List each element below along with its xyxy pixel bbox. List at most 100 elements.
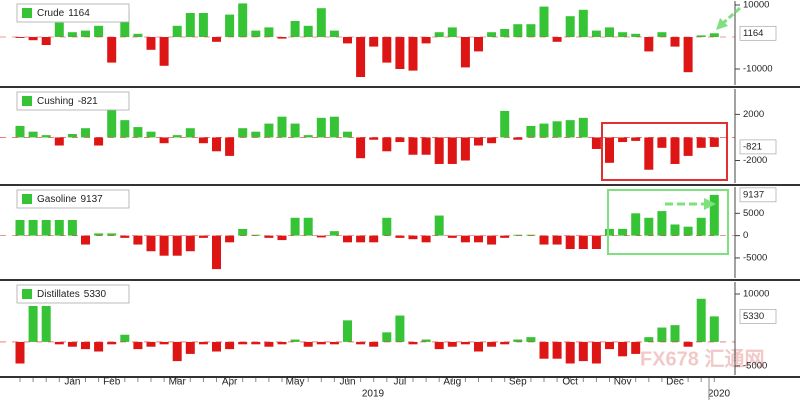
legend-value: 5330 — [84, 289, 107, 300]
bar — [238, 3, 248, 37]
bar — [329, 116, 339, 138]
bar — [212, 235, 221, 270]
bar — [631, 33, 641, 37]
last-value-box — [739, 309, 777, 324]
bar — [54, 137, 64, 146]
bar — [513, 24, 523, 37]
bar — [447, 341, 457, 347]
bar — [329, 231, 339, 236]
bar — [644, 37, 654, 52]
bar — [159, 341, 169, 345]
legend-box — [16, 91, 130, 111]
bar — [709, 194, 719, 236]
bar — [159, 235, 169, 256]
bar — [290, 21, 300, 37]
bar — [369, 37, 379, 47]
x-tick-label: Oct — [562, 377, 578, 388]
bar — [434, 32, 444, 37]
bar — [120, 11, 130, 37]
x-tick-label: May — [286, 377, 305, 388]
bar — [81, 128, 90, 138]
bar — [356, 37, 366, 77]
bar — [225, 14, 235, 38]
bar — [329, 30, 339, 37]
bar — [212, 341, 221, 352]
bar — [146, 341, 156, 347]
bar — [657, 211, 667, 236]
bar — [28, 131, 38, 138]
bar — [198, 235, 208, 238]
bar — [290, 123, 300, 138]
bar — [696, 35, 706, 37]
bar — [644, 137, 654, 170]
legend: Gasoline 9137 — [16, 189, 130, 209]
bar — [447, 235, 457, 238]
bar — [251, 234, 261, 236]
bar — [172, 135, 182, 138]
bar — [526, 234, 536, 236]
bar — [591, 341, 601, 364]
bar — [382, 37, 392, 63]
bar — [251, 30, 261, 37]
bar — [146, 131, 156, 138]
bar — [81, 30, 90, 37]
bar — [657, 32, 667, 37]
bar — [434, 137, 444, 164]
bar — [618, 228, 628, 236]
bar — [421, 339, 431, 342]
bar — [41, 135, 51, 138]
bar — [578, 117, 588, 138]
last-value-box — [739, 187, 777, 203]
x-year-label: 2020 — [708, 389, 731, 400]
legend-box — [16, 284, 130, 304]
bar — [631, 341, 641, 354]
arrow-head — [704, 198, 716, 210]
x-tick-label: Mar — [169, 377, 187, 388]
last-value-box — [739, 139, 777, 155]
legend-name: Cushing — [37, 96, 74, 107]
bar — [421, 37, 431, 44]
legend: Distillates 5330 — [16, 284, 130, 304]
bar — [591, 30, 601, 37]
x-year-label: 2019 — [362, 389, 385, 400]
bar — [54, 341, 64, 345]
bar — [225, 235, 235, 243]
bar — [185, 128, 195, 138]
bar — [565, 235, 575, 250]
bar — [670, 37, 680, 47]
bar — [303, 341, 313, 347]
bar — [395, 137, 405, 143]
arrow — [721, 6, 741, 26]
bar — [67, 220, 77, 236]
bar — [539, 123, 549, 138]
x-tick-label: Aug — [443, 377, 461, 388]
bar — [15, 220, 25, 236]
bar — [605, 228, 614, 236]
bar — [41, 220, 51, 236]
bar — [408, 137, 418, 155]
legend-swatch — [22, 96, 32, 106]
bar — [41, 305, 51, 342]
bar — [303, 25, 313, 37]
bar — [316, 117, 326, 138]
last-value-label: 5330 — [743, 311, 764, 322]
bar — [329, 341, 339, 345]
bar — [605, 341, 614, 350]
y-tick-label: -2000 — [743, 155, 767, 166]
bar — [670, 224, 680, 236]
legend-value: 1164 — [68, 8, 90, 19]
bar — [133, 235, 143, 245]
bar — [133, 33, 143, 37]
bar — [343, 37, 352, 44]
legend-name: Crude — [37, 8, 65, 19]
legend-swatch — [22, 194, 32, 204]
bar — [683, 226, 693, 236]
bar — [225, 137, 235, 156]
bar — [683, 341, 693, 347]
bar — [277, 116, 287, 138]
bar — [605, 137, 614, 163]
bar — [94, 137, 104, 146]
bar — [500, 29, 510, 37]
watermark: FX678 汇通网 — [640, 347, 764, 370]
bar — [107, 98, 117, 138]
